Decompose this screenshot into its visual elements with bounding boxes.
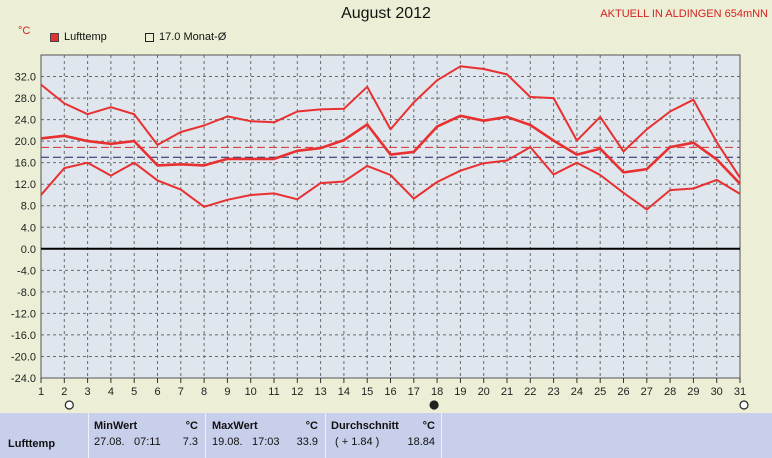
y-tick-label: 28.0 — [15, 93, 36, 105]
y-tick-label: -16.0 — [11, 330, 36, 342]
station-label: AKTUELL IN ALDINGEN 654mNN — [600, 8, 768, 20]
y-tick-label: -4.0 — [17, 265, 36, 277]
x-tick-label: 19 — [454, 386, 466, 398]
legend-swatch-filled — [50, 32, 59, 42]
y-tick-label: -24.0 — [11, 373, 36, 385]
series-line-mean — [40, 114, 741, 185]
x-tick-label: 29 — [687, 386, 699, 398]
x-tick-label: 1 — [38, 386, 44, 398]
x-tick-label: 11 — [268, 386, 279, 398]
legend-item-lufttemp[interactable]: Lufttemp — [50, 31, 107, 43]
max-value-cell: MaxWert °C 19.08. 17:03 33.9 — [212, 413, 322, 458]
min-unit: °C — [185, 420, 198, 432]
statistics-panel — [0, 413, 772, 458]
chart-title: August 2012 — [341, 5, 431, 22]
min-value-cell: MinWert °C 27.08. 07:11 7.3 — [94, 413, 202, 458]
x-tick-label: 6 — [154, 386, 160, 398]
x-tick-label: 10 — [245, 386, 257, 398]
min-header: MinWert — [94, 420, 138, 432]
x-tick-label: 23 — [547, 386, 559, 398]
x-tick-label: 21 — [501, 386, 513, 398]
x-tick-label: 20 — [478, 386, 490, 398]
average-unit: °C — [422, 420, 435, 432]
y-tick-label: 32.0 — [15, 72, 36, 84]
average-diff: ( + 1.84 ) — [335, 436, 380, 448]
series-line-min — [40, 146, 741, 211]
x-tick-label: 2 — [61, 386, 67, 398]
moon-phase-icon — [64, 400, 74, 410]
max-value: 33.9 — [296, 436, 318, 448]
x-tick-label: 8 — [201, 386, 207, 398]
y-tick-label: 8.0 — [21, 201, 36, 213]
y-tick-label: 4.0 — [21, 222, 36, 234]
min-date: 27.08. — [94, 436, 125, 448]
x-tick-label: 7 — [178, 386, 184, 398]
x-tick-label: 13 — [314, 386, 326, 398]
y-tick-label: 12.0 — [15, 179, 36, 191]
x-tick-label: 3 — [85, 386, 91, 398]
average-value-cell: Durchschnitt °C ( + 1.84 ) 18.84 — [331, 413, 439, 458]
y-tick-label: -20.0 — [11, 351, 36, 363]
x-tick-label: 12 — [291, 386, 303, 398]
moon-phase-icon — [429, 400, 439, 410]
max-time: 17:03 — [252, 436, 280, 448]
average-value: 18.84 — [407, 436, 435, 448]
legend-label: 17.0 Monat-Ø — [159, 31, 227, 43]
x-tick-label: 15 — [361, 386, 373, 398]
x-tick-label: 27 — [641, 386, 653, 398]
x-tick-label: 18 — [431, 386, 443, 398]
max-date: 19.08. — [212, 436, 243, 448]
y-tick-label: 16.0 — [15, 158, 36, 170]
x-tick-label: 16 — [384, 386, 396, 398]
temperature-chart: 32.0 28.0 24.0 20.0 16.0 12.0 8.0 4.0 0.0 -4.0 -8.… — [11, 54, 749, 410]
min-value: 7.3 — [182, 436, 198, 448]
legend-swatch-empty — [145, 32, 154, 42]
series-line-max — [40, 65, 741, 179]
x-tick-label: 24 — [571, 386, 583, 398]
x-tick-label: 28 — [664, 386, 676, 398]
max-header: MaxWert — [212, 420, 258, 432]
x-tick-label: 22 — [524, 386, 536, 398]
y-tick-label: 20.0 — [15, 136, 36, 148]
x-tick-label: 31 — [734, 386, 746, 398]
x-tick-label: 17 — [408, 386, 420, 398]
y-tick-label: -8.0 — [17, 287, 36, 299]
min-time: 07:11 — [134, 436, 161, 448]
x-tick-label: 4 — [108, 386, 114, 398]
divider — [325, 413, 326, 458]
x-tick-label: 30 — [711, 386, 723, 398]
x-tick-label: 25 — [594, 386, 606, 398]
x-tick-label: 5 — [131, 386, 137, 398]
divider — [441, 413, 442, 458]
y-tick-label: -12.0 — [11, 308, 36, 320]
divider — [205, 413, 206, 458]
x-tick-label: 9 — [224, 386, 230, 398]
divider — [88, 413, 89, 458]
stats-row-label: Lufttemp — [8, 438, 56, 450]
average-header: Durchschnitt — [331, 420, 399, 432]
stats-row-label-cell: Lufttemp — [8, 413, 86, 458]
legend-item-monthly-average[interactable]: 17.0 Monat-Ø — [145, 31, 226, 43]
x-tick-label: 26 — [617, 386, 629, 398]
y-tick-label: 0.0 — [21, 244, 36, 256]
max-unit: °C — [305, 420, 318, 432]
y-axis-unit: °C — [18, 25, 31, 37]
x-tick-label: 14 — [338, 386, 350, 398]
y-tick-label: 24.0 — [15, 115, 36, 127]
legend-label: Lufttemp — [64, 31, 107, 43]
moon-phase-icon — [739, 400, 749, 410]
plot-area — [41, 55, 740, 378]
